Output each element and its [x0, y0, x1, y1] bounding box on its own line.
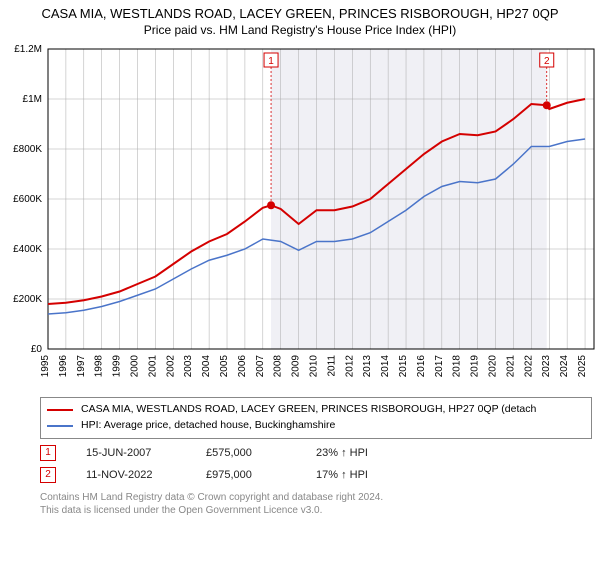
- legend-row: HPI: Average price, detached house, Buck…: [47, 418, 585, 434]
- legend-label: HPI: Average price, detached house, Buck…: [81, 418, 335, 434]
- y-tick-label: £400K: [13, 244, 42, 255]
- sale-delta: 23% ↑ HPI: [316, 447, 368, 459]
- sales-block: 1 15-JUN-2007 £575,000 23% ↑ HPI 2 11-NOV-202…: [0, 445, 600, 483]
- x-tick-label: 2006: [237, 355, 248, 378]
- x-tick-label: 2009: [291, 355, 302, 378]
- y-tick-label: £1.2M: [14, 44, 42, 55]
- x-tick-label: 2018: [452, 355, 463, 378]
- x-tick-label: 1999: [112, 355, 123, 378]
- x-tick-label: 2020: [488, 355, 499, 378]
- sale-date: 15-JUN-2007: [86, 447, 176, 459]
- sale-point: [543, 101, 551, 109]
- x-tick-label: 2007: [255, 355, 266, 378]
- legend-swatch: [47, 425, 73, 427]
- x-tick-label: 1997: [76, 355, 87, 378]
- chart-subtitle: Price paid vs. HM Land Registry's House …: [0, 23, 600, 37]
- sale-callout-num: 2: [544, 56, 550, 67]
- x-tick-label: 2000: [130, 355, 141, 378]
- x-tick-label: 2012: [344, 355, 355, 378]
- x-tick-label: 1995: [40, 355, 51, 378]
- x-tick-label: 2016: [416, 355, 427, 378]
- x-tick-label: 1996: [58, 355, 69, 378]
- license-text: Contains HM Land Registry data © Crown c…: [40, 491, 592, 517]
- x-tick-label: 1998: [94, 355, 105, 378]
- x-tick-label: 2008: [273, 355, 284, 378]
- chart-title: CASA MIA, WESTLANDS ROAD, LACEY GREEN, P…: [0, 6, 600, 21]
- x-tick-label: 2011: [326, 355, 337, 377]
- x-tick-label: 2015: [398, 355, 409, 378]
- y-tick-label: £1M: [23, 94, 42, 105]
- x-tick-label: 2014: [380, 355, 391, 378]
- chart-area: £0 £200K £400K £600K £800K £1M £1.2M 1995 1996 19…: [0, 41, 600, 391]
- sale-callout-num: 1: [268, 56, 274, 67]
- x-tick-label: 2002: [165, 355, 176, 378]
- chart-svg: £0 £200K £400K £600K £800K £1M £1.2M 1995 1996 19…: [0, 41, 600, 391]
- x-tick-label: 2025: [577, 355, 588, 378]
- y-tick-label: £0: [31, 344, 43, 355]
- y-tick-label: £600K: [13, 194, 42, 205]
- x-tick-label: 2017: [434, 355, 445, 378]
- sale-price: £975,000: [206, 469, 286, 481]
- x-tick-label: 2024: [559, 355, 570, 378]
- sale-date: 11-NOV-2022: [86, 469, 176, 481]
- x-tick-label: 2023: [541, 355, 552, 378]
- sale-row: 1 15-JUN-2007 £575,000 23% ↑ HPI: [40, 445, 592, 461]
- legend: CASA MIA, WESTLANDS ROAD, LACEY GREEN, P…: [40, 397, 592, 439]
- x-tick-label: 2001: [147, 355, 158, 378]
- x-tick-label: 2010: [309, 355, 320, 378]
- sale-marker: 2: [40, 467, 56, 483]
- x-tick-label: 2004: [201, 355, 212, 378]
- sale-price: £575,000: [206, 447, 286, 459]
- legend-row: CASA MIA, WESTLANDS ROAD, LACEY GREEN, P…: [47, 402, 585, 418]
- x-tick-label: 2021: [505, 355, 516, 378]
- x-tick-label: 2019: [470, 355, 481, 378]
- x-tick-label: 2005: [219, 355, 230, 378]
- sale-marker: 1: [40, 445, 56, 461]
- legend-swatch: [47, 409, 73, 411]
- y-tick-label: £800K: [13, 144, 42, 155]
- y-tick-label: £200K: [13, 294, 42, 305]
- sale-delta: 17% ↑ HPI: [316, 469, 368, 481]
- legend-label: CASA MIA, WESTLANDS ROAD, LACEY GREEN, P…: [81, 402, 536, 418]
- sale-point: [267, 201, 275, 209]
- x-tick-label: 2022: [523, 355, 534, 378]
- license-line-2: This data is licensed under the Open Gov…: [40, 504, 592, 517]
- sale-row: 2 11-NOV-2022 £975,000 17% ↑ HPI: [40, 467, 592, 483]
- x-tick-label: 2013: [362, 355, 373, 378]
- license-line-1: Contains HM Land Registry data © Crown c…: [40, 491, 592, 504]
- x-tick-label: 2003: [183, 355, 194, 378]
